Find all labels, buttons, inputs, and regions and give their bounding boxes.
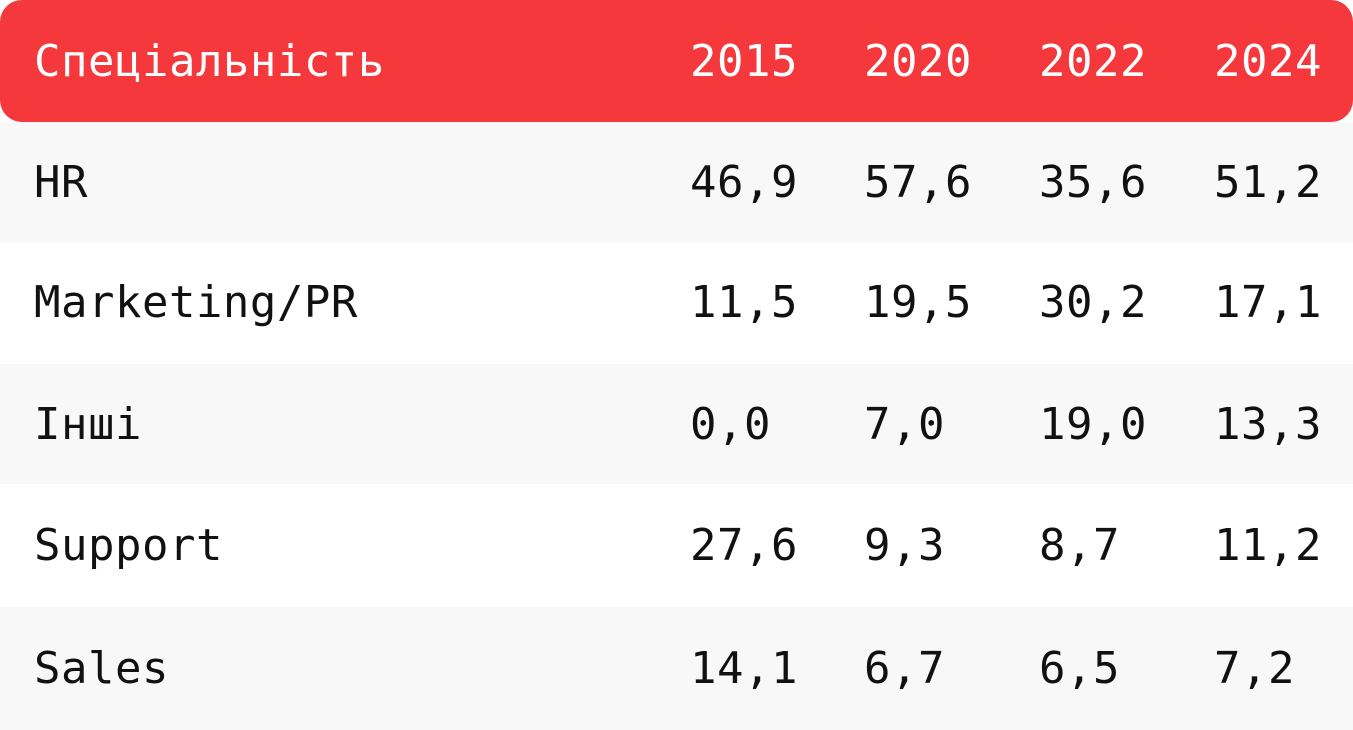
table-cell: 46,9	[690, 156, 798, 208]
table-cell: 0,0	[690, 398, 771, 450]
row-label: Інші	[34, 398, 142, 450]
table-cell: 7,0	[864, 398, 945, 450]
table-cell: 57,6	[864, 156, 972, 208]
table-cell: 30,2	[1039, 276, 1147, 328]
table-row: Інші 0,0 7,0 19,0 13,3	[0, 364, 1353, 484]
table-row: Support 27,6 9,3 8,7 11,2	[0, 485, 1353, 605]
table-cell: 14,1	[690, 643, 798, 694]
table-row: Marketing/PR 11,5 19,5 30,2 17,1	[0, 242, 1353, 362]
table-cell: 8,7	[1039, 519, 1120, 571]
table-cell: 6,5	[1039, 643, 1120, 694]
header-cell-2024: 2024	[1214, 35, 1322, 87]
row-label: Sales	[34, 643, 169, 694]
table-cell: 51,2	[1214, 156, 1322, 208]
table-row: Sales 14,1 6,7 6,5 7,2	[0, 607, 1353, 730]
header-cell-2020: 2020	[864, 35, 972, 87]
table-cell: 35,6	[1039, 156, 1147, 208]
table-cell: 11,2	[1214, 519, 1322, 571]
table-cell: 7,2	[1214, 643, 1295, 694]
table-row: HR 46,9 57,6 35,6 51,2	[0, 122, 1353, 242]
table-cell: 9,3	[864, 519, 945, 571]
table-cell: 19,0	[1039, 398, 1147, 450]
table-header: Спеціальність 2015 2020 2022 2024	[0, 0, 1353, 122]
table-cell: 11,5	[690, 276, 798, 328]
row-label: HR	[34, 156, 88, 208]
table-cell: 6,7	[864, 643, 945, 694]
header-cell-specialty: Спеціальність	[34, 35, 385, 87]
table-cell: 17,1	[1214, 276, 1322, 328]
table-cell: 27,6	[690, 519, 798, 571]
row-label: Marketing/PR	[34, 276, 358, 328]
header-cell-2015: 2015	[690, 35, 798, 87]
table-cell: 13,3	[1214, 398, 1322, 450]
row-label: Support	[34, 519, 223, 571]
header-cell-2022: 2022	[1039, 35, 1147, 87]
table-cell: 19,5	[864, 276, 972, 328]
